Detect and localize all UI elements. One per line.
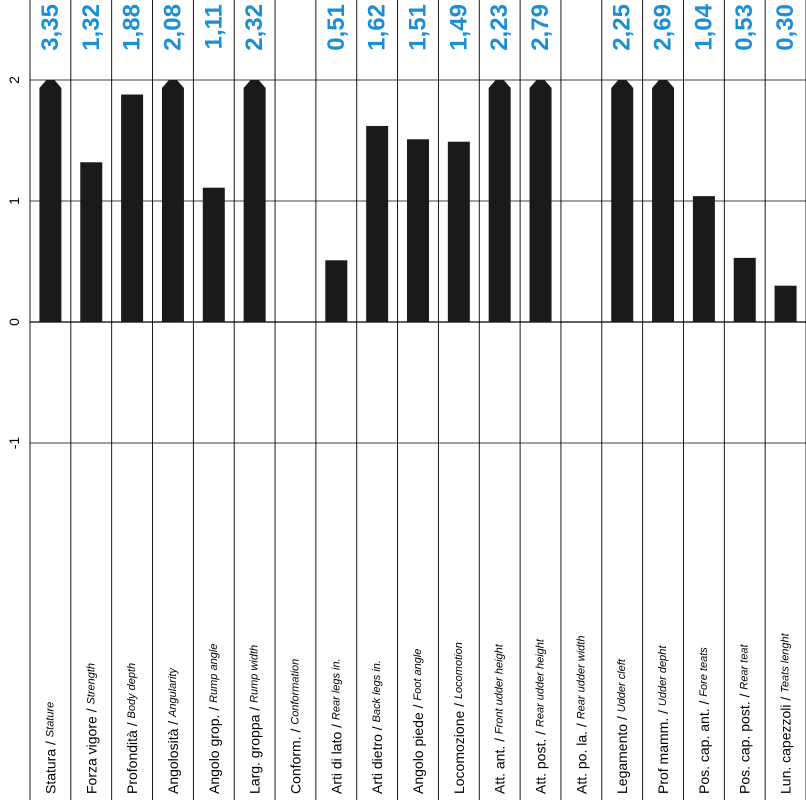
value-label: 0,53	[731, 4, 758, 51]
category-label: Statura / Stature	[42, 702, 58, 794]
value-label: 1,51	[405, 4, 432, 51]
y-tick-labels: 2 1 0 -1	[6, 76, 22, 449]
bar	[121, 94, 144, 323]
bar	[529, 80, 552, 322]
value-label: 1,62	[364, 4, 391, 51]
value-label: 2,79	[527, 4, 554, 51]
bar	[611, 80, 634, 322]
bar	[243, 80, 266, 322]
value-label: 2,25	[609, 4, 636, 51]
bar	[39, 80, 62, 322]
value-labels: 3,35 1,32 1,88 2,08 1,11 2,32 0,51 1,62 1,51 1,49…	[37, 3, 799, 50]
category-label: Att. po. la. / Rear udder width	[573, 636, 589, 795]
bar	[80, 162, 103, 322]
value-label: 2,32	[241, 4, 268, 51]
category-label: Att. post. / Rear udder height	[533, 638, 549, 794]
bar	[692, 196, 715, 322]
value-label: 1,88	[119, 4, 146, 51]
value-label: 1,11	[200, 4, 227, 49]
category-label: Angolosità / Angularity	[165, 667, 181, 794]
category-label: Arti dietro / Back legs in.	[369, 660, 385, 794]
y-tick-label: 2	[6, 76, 22, 84]
bar	[488, 80, 511, 322]
bar	[652, 80, 675, 322]
bar	[366, 125, 389, 322]
bars	[39, 80, 797, 323]
category-label: Prof mamm. / Udder depht	[655, 645, 671, 794]
value-label: 2,23	[486, 4, 513, 51]
bar	[407, 139, 429, 322]
category-label: Lun. capezzoli / Teats lenght	[778, 632, 794, 794]
category-label: Arti di lato / Rear legs in.	[328, 658, 344, 794]
bar	[325, 260, 348, 322]
category-label: Att. ant. / Front udder height	[492, 643, 508, 794]
bar	[447, 141, 470, 322]
category-label: Angolo piede / Foot angle	[410, 649, 426, 794]
category-label: Larg. groppa / Rump width	[247, 645, 263, 794]
value-label: 0,30	[772, 4, 799, 51]
y-tick-label: -1	[6, 437, 22, 450]
grid	[29, 0, 806, 800]
value-label: 1,32	[78, 4, 105, 51]
category-label: Profondità / Body depth	[124, 663, 140, 794]
category-label: Conform. / Conformation	[287, 659, 303, 794]
category-label: Locomozione / Locomotion	[451, 642, 467, 794]
category-label: Forza vigore / Strength	[83, 663, 99, 794]
category-labels: Statura / Stature Forza vigore / Strength…	[42, 632, 793, 794]
bar	[202, 187, 225, 322]
bar	[733, 257, 756, 322]
value-label: 1,49	[445, 4, 472, 51]
bar	[774, 285, 797, 322]
y-tick-label: 0	[6, 318, 22, 326]
y-tick-label: 1	[6, 197, 22, 205]
value-label: 0,51	[323, 4, 350, 51]
category-label: Angolo grop. / Rump angle	[206, 644, 222, 794]
category-label: Pos. cap. post. / Rear teat	[737, 644, 753, 794]
bar	[161, 80, 184, 322]
category-label: Legamento / Udder cleft	[614, 658, 630, 794]
value-label: 2,69	[650, 4, 677, 51]
value-label: 2,08	[159, 4, 186, 51]
value-label: 3,35	[37, 4, 64, 51]
category-label: Pos. cap. ant. / Fore teats	[696, 647, 712, 794]
value-label: 1,04	[690, 3, 717, 50]
